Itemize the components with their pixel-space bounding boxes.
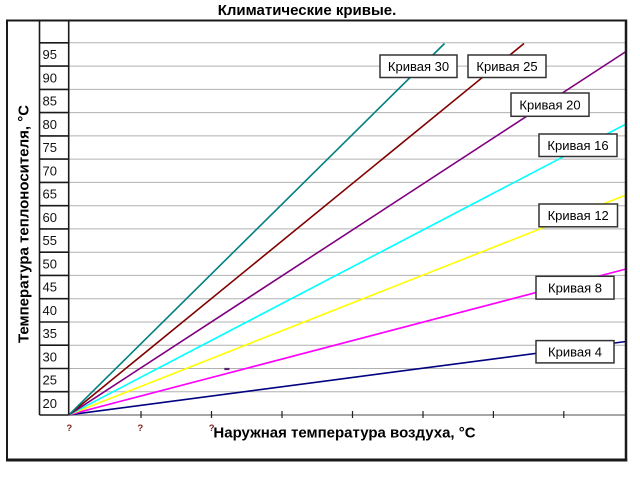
svg-text:95: 95 <box>43 47 57 62</box>
svg-text:Кривая 30: Кривая 30 <box>388 59 449 74</box>
svg-text:Кривая 4: Кривая 4 <box>548 344 602 359</box>
svg-text:Кривая 20: Кривая 20 <box>519 97 580 112</box>
svg-text:45: 45 <box>43 280 57 295</box>
svg-text:Климатические кривые.: Климатические кривые. <box>218 2 397 19</box>
svg-text:Кривая 16: Кривая 16 <box>547 138 608 153</box>
svg-text:30: 30 <box>43 350 57 365</box>
svg-text:50: 50 <box>43 256 57 271</box>
svg-text:85: 85 <box>43 94 57 109</box>
svg-text:Кривая 12: Кривая 12 <box>548 208 609 223</box>
svg-text:35: 35 <box>43 326 57 341</box>
svg-text:75: 75 <box>43 140 57 155</box>
svg-text:Температура теплоносителя, °С: Температура теплоносителя, °С <box>16 105 33 343</box>
svg-text:?: ? <box>209 423 215 434</box>
svg-text:70: 70 <box>43 163 57 178</box>
svg-text:Кривая 8: Кривая 8 <box>548 280 602 295</box>
svg-text:Кривая 25: Кривая 25 <box>476 59 537 74</box>
svg-text:60: 60 <box>43 210 57 225</box>
svg-text:90: 90 <box>43 70 57 85</box>
svg-text:25: 25 <box>43 373 57 388</box>
svg-text:Наружная температура воздуха,: Наружная температура воздуха, °С <box>213 425 475 442</box>
svg-text:40: 40 <box>43 303 57 318</box>
svg-text:?: ? <box>137 423 143 434</box>
svg-text:65: 65 <box>43 187 57 202</box>
svg-text:?: ? <box>66 423 72 434</box>
svg-text:55: 55 <box>43 233 57 248</box>
svg-text:80: 80 <box>43 117 57 132</box>
svg-text:20: 20 <box>43 396 57 411</box>
